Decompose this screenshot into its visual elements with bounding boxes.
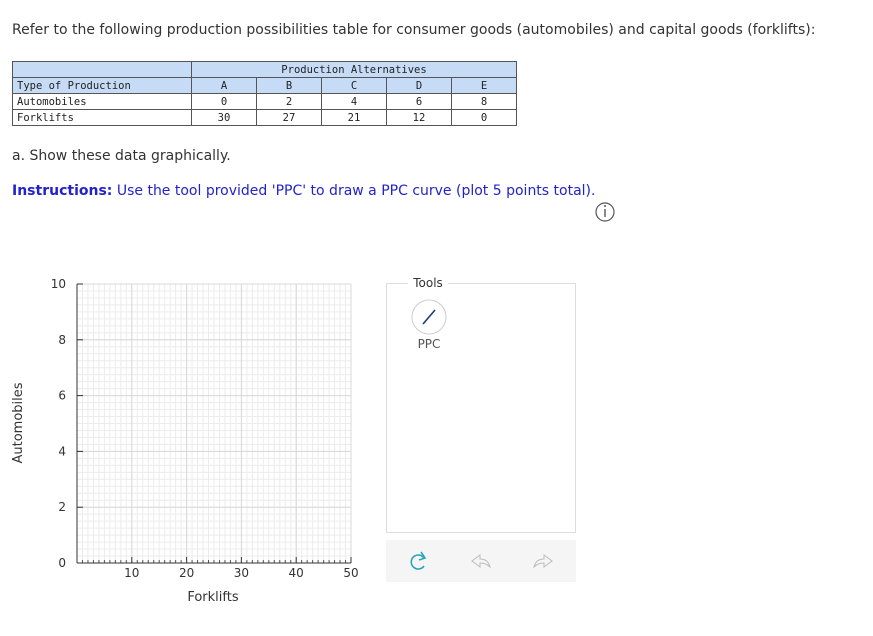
y-tick-label: 2 xyxy=(58,500,66,514)
y-tick-label: 6 xyxy=(58,389,66,403)
table-cell: 0 xyxy=(451,109,517,126)
table-cell: E xyxy=(451,77,517,94)
x-tick-label: 40 xyxy=(289,566,304,580)
intro-text: Refer to the following production possib… xyxy=(12,22,816,38)
table-cell: B xyxy=(256,77,322,94)
y-tick-label: 4 xyxy=(58,444,66,458)
x-tick-label: 50 xyxy=(343,566,358,580)
question: a. Show these data graphically. xyxy=(12,148,231,164)
group-header: Production Alternatives xyxy=(191,61,517,78)
table-cell: 21 xyxy=(321,109,387,126)
tool-label: PPC xyxy=(418,337,441,351)
ppc-table: Production Alternatives Type of Producti… xyxy=(12,61,517,126)
table-cell: Forklifts xyxy=(12,109,192,126)
table-cell: Type of Production xyxy=(12,77,192,94)
y-tick-label: 8 xyxy=(58,333,66,347)
header-row: Production Alternatives xyxy=(12,61,517,78)
y-tick-label: 0 xyxy=(58,556,66,570)
tools-title-bg xyxy=(408,276,448,290)
table-cell: 12 xyxy=(386,109,452,126)
table-cell: 30 xyxy=(191,109,257,126)
table-cell: C xyxy=(321,77,387,94)
reset-button[interactable] xyxy=(410,551,427,570)
header-cell xyxy=(12,61,192,78)
instructions: Instructions: Use the tool provided 'PPC… xyxy=(12,183,595,199)
toolbar xyxy=(386,540,576,582)
table-row: Forklifts 30 27 21 12 0 xyxy=(12,109,517,126)
x-tick-label: 30 xyxy=(234,566,249,580)
redo-button[interactable] xyxy=(533,554,553,569)
header-row: Type of Production A B C D E xyxy=(12,77,517,94)
x-tick-label: 20 xyxy=(179,566,194,580)
ppc-tool-button[interactable] xyxy=(411,299,447,335)
x-axis-label: Forklifts xyxy=(187,590,239,605)
instructions-text: Use the tool provided 'PPC' to draw a PP… xyxy=(116,183,596,199)
info-icon[interactable] xyxy=(595,202,615,222)
table-cell: 27 xyxy=(256,109,322,126)
instructions-label: Instructions: xyxy=(12,183,113,199)
undo-button[interactable] xyxy=(471,554,491,569)
y-tick-label: 10 xyxy=(51,277,66,291)
tools-title: Tools xyxy=(412,276,443,290)
x-tick-label: 10 xyxy=(124,566,139,580)
y-axis-label: Automobiles xyxy=(11,382,26,463)
